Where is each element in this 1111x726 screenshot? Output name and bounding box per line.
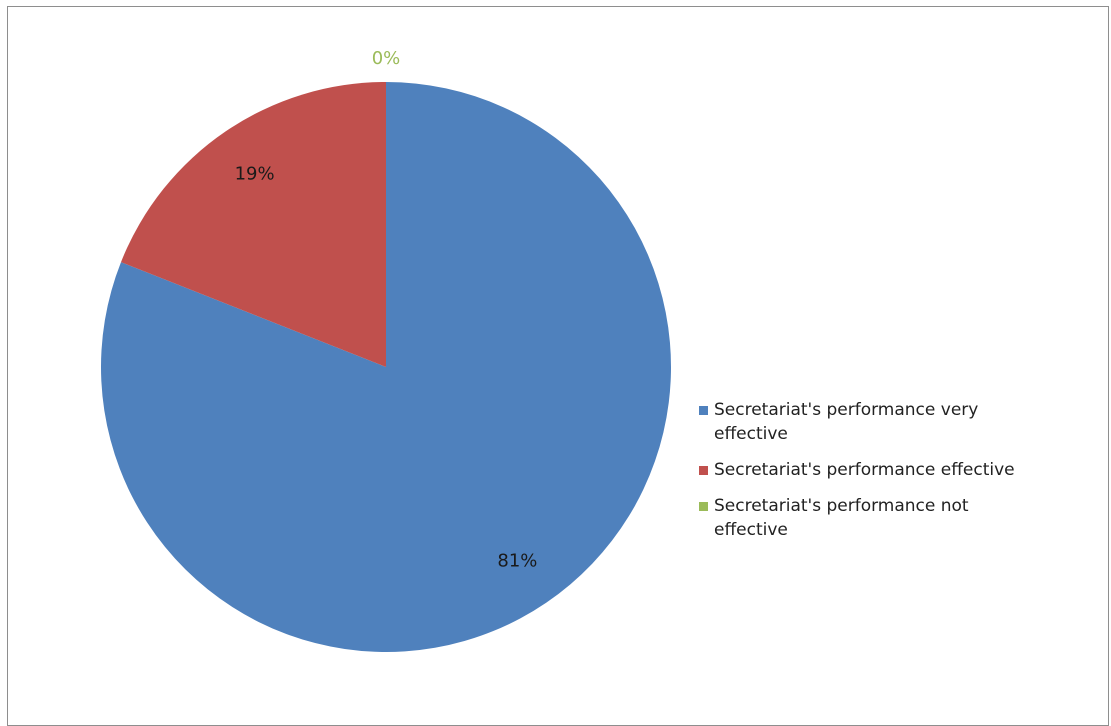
pie-slice-effective: [121, 81, 386, 367]
legend-item-effective: Secretariat's performance effective: [699, 458, 1039, 482]
data-label-very-effective: 81%: [497, 550, 537, 571]
pie-slice-very-effective: [100, 82, 671, 653]
pie-slices: [100, 81, 671, 653]
data-label-not-effective: 0%: [372, 48, 401, 69]
data-label-effective: 19%: [235, 164, 275, 185]
legend-label-very-effective: Secretariat's performance very effective: [714, 400, 979, 444]
legend-item-very-effective: Secretariat's performance very effective: [699, 398, 1039, 446]
legend-label-effective: Secretariat's performance effective: [714, 460, 1015, 480]
legend-swatch-very-effective: [699, 406, 708, 415]
legend-swatch-not-effective: [699, 502, 708, 511]
pie-data-labels: 81% 19% 0%: [235, 48, 538, 571]
legend-label-not-effective: Secretariat's performance not effective: [714, 496, 969, 540]
legend-item-not-effective: Secretariat's performance not effective: [699, 494, 1039, 542]
legend-swatch-effective: [699, 466, 708, 475]
legend: Secretariat's performance very effective…: [699, 398, 1039, 554]
